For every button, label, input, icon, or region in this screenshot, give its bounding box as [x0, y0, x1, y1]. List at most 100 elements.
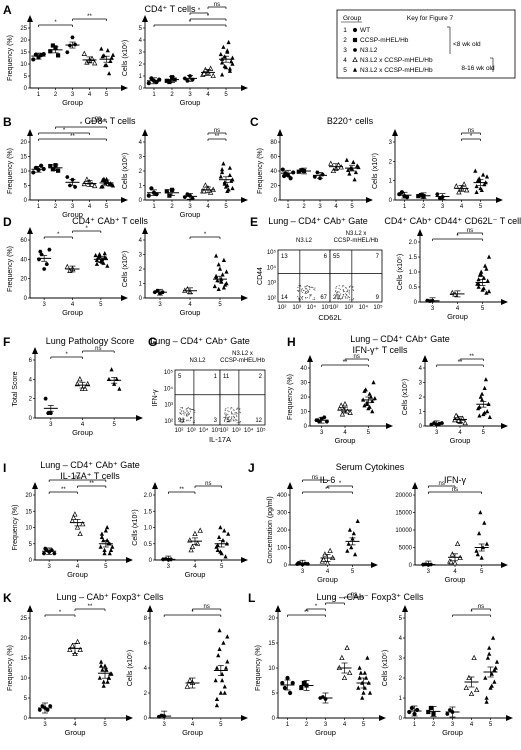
data-point [217, 628, 222, 633]
y-tick-label: 10 [20, 676, 27, 682]
x-axis-label: Group [182, 728, 203, 737]
x-axis-arrow [501, 423, 508, 429]
data-point [52, 551, 57, 556]
y-tick-label: 2 [29, 397, 33, 403]
y-tick-label: 0 [414, 300, 418, 306]
y-tick-label: 25 [20, 616, 27, 622]
event-dot [299, 296, 301, 298]
x-tick-label: 4 [88, 204, 92, 210]
data-point [482, 520, 487, 525]
legend-label: WT [360, 27, 370, 34]
x-tick-label: 5 [367, 430, 371, 436]
data-point [47, 247, 52, 252]
event-dot [236, 408, 238, 410]
y-tick-label: 0 [24, 296, 28, 302]
data-point [368, 394, 374, 399]
y-axis-label: Cells (x10⁵) [402, 379, 409, 415]
x-tick-label: 4 [206, 204, 210, 210]
event-dot [309, 294, 311, 297]
data-point [367, 391, 372, 396]
event-dot [352, 286, 354, 288]
event-dot [342, 284, 344, 287]
significance-label: ns [205, 481, 211, 487]
data-point [226, 39, 231, 45]
event-dot [339, 294, 341, 296]
data-point [448, 558, 454, 565]
y-tick-label: 10 [20, 62, 27, 68]
data-point [41, 551, 47, 556]
flow-x-tick: 10² [330, 305, 339, 311]
data-point [225, 183, 230, 188]
panel-e-right-title: CD4⁺ CAb⁺ CD44⁺ CD62L⁻ T cells [384, 216, 521, 226]
data-point [481, 172, 486, 177]
y-tick-label: 3 [399, 656, 403, 662]
x-tick-label: 3 [71, 204, 75, 210]
significance-label: ns [214, 128, 220, 134]
x-tick-label: 3 [431, 306, 435, 312]
y-tick-label: 40 [270, 169, 277, 175]
x-axis-arrow [501, 299, 508, 305]
data-point [367, 404, 372, 409]
event-dot [183, 410, 185, 412]
y-tick-label: 0 [419, 424, 423, 430]
data-point [418, 193, 423, 198]
x-tick-label: 3 [71, 92, 75, 98]
y-tick-label: 0 [29, 416, 33, 422]
event-dot [301, 296, 303, 299]
y-tick-label: 6 [29, 358, 33, 364]
significance-label: ns [74, 475, 80, 481]
panel-letter-a: A [3, 3, 12, 17]
data-point [222, 528, 227, 533]
data-point [213, 678, 218, 683]
y-axis-label: Frequency (%) [12, 505, 19, 551]
event-dot [181, 422, 183, 424]
data-point [367, 690, 373, 695]
data-point [222, 684, 227, 689]
event-dot [181, 410, 183, 412]
data-point [100, 667, 105, 672]
significance-label: ** [458, 360, 463, 366]
y-tick-label: 10 [20, 169, 27, 175]
data-point [479, 397, 485, 402]
data-point [435, 192, 440, 196]
x-axis-label: Group [315, 728, 336, 737]
x-axis-label: Group [445, 575, 466, 584]
event-dot [192, 421, 194, 423]
panel-a-title: CD4⁺ T cells [145, 4, 196, 14]
x-tick-label: 3 [451, 722, 455, 728]
x-tick-label: 3 [47, 564, 51, 570]
x-axis-arrow [121, 197, 128, 203]
data-point [282, 173, 287, 179]
significance-label: ** [343, 360, 348, 366]
event-dot [186, 420, 188, 422]
significance-label: ** [89, 481, 94, 487]
legend-symbol [352, 67, 358, 72]
data-point [101, 683, 106, 688]
data-point [358, 670, 363, 675]
y-axis-label: Frequency (%) [7, 35, 14, 81]
event-dot [236, 412, 238, 414]
data-point [117, 386, 122, 391]
data-point [301, 680, 306, 686]
event-dot [313, 297, 315, 299]
data-point [70, 35, 75, 40]
significance-label: ** [304, 610, 309, 616]
data-point [109, 55, 114, 60]
data-point [37, 708, 42, 712]
data-point [372, 395, 377, 401]
event-dot [338, 298, 340, 300]
data-point [220, 678, 225, 683]
event-dot [297, 290, 299, 292]
event-dot [189, 420, 191, 422]
significance-label: ns [312, 475, 318, 481]
data-point [164, 189, 169, 194]
data-point [220, 60, 225, 65]
significance-label: ** [215, 134, 220, 140]
data-point [67, 646, 73, 653]
data-point [48, 411, 53, 415]
y-tick-label: 2 [399, 676, 403, 682]
event-dot [227, 410, 229, 412]
event-dot [352, 299, 354, 301]
panel-i-frequency: 0 5 10 15 20 3 4 5 Group Frequency (%) ** ** ns [12, 475, 133, 579]
